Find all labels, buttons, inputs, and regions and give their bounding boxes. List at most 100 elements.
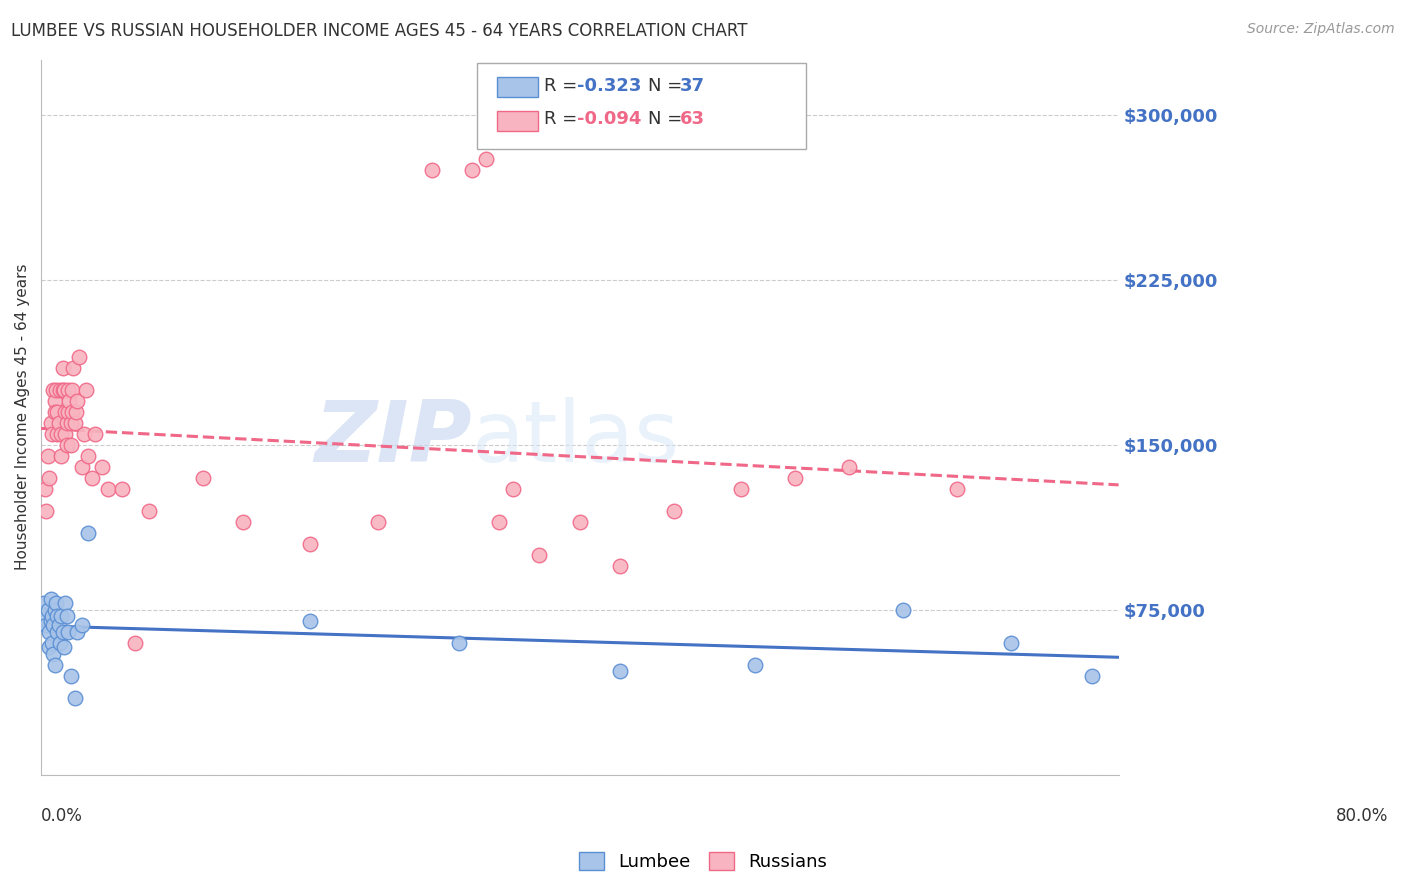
Point [32, 596, 55, 610]
Point [42, 383, 65, 397]
Point [63, 416, 86, 430]
Point [461, 162, 484, 177]
Text: ZIP: ZIP [315, 397, 472, 480]
Text: 80.0%: 80.0% [1336, 806, 1388, 825]
Point [75, 383, 97, 397]
Text: N =: N = [648, 110, 688, 128]
Text: R =: R = [544, 77, 583, 95]
Point [529, 548, 551, 562]
Point [1000, 635, 1022, 649]
Point [58, 393, 80, 408]
Point [49, 635, 72, 649]
Point [420, 162, 443, 177]
Point [946, 482, 969, 496]
Point [51, 449, 73, 463]
Point [474, 152, 496, 166]
Point [891, 602, 914, 616]
Point [488, 515, 510, 529]
Point [45, 596, 67, 610]
Legend: Lumbee, Russians: Lumbee, Russians [571, 845, 835, 879]
Point [63, 690, 86, 705]
Point [48, 416, 70, 430]
Point [84, 426, 107, 441]
Point [299, 614, 322, 628]
Point [1080, 668, 1102, 682]
Point [124, 635, 146, 649]
Text: -0.094: -0.094 [576, 110, 641, 128]
Point [60, 404, 83, 418]
Point [785, 470, 807, 484]
Point [41, 609, 63, 624]
Point [44, 404, 66, 418]
Point [90, 459, 112, 474]
Point [44, 393, 66, 408]
Point [38, 640, 60, 654]
Point [367, 515, 389, 529]
Point [55, 416, 77, 430]
Point [53, 383, 76, 397]
Point [73, 426, 96, 441]
Point [53, 640, 76, 654]
Text: LUMBEE VS RUSSIAN HOUSEHOLDER INCOME AGES 45 - 64 YEARS CORRELATION CHART: LUMBEE VS RUSSIAN HOUSEHOLDER INCOME AGE… [11, 22, 748, 40]
Point [42, 647, 65, 661]
Point [62, 360, 84, 375]
Text: N =: N = [648, 77, 688, 95]
Point [744, 657, 766, 672]
Point [82, 470, 104, 484]
Point [41, 426, 63, 441]
Point [56, 624, 79, 639]
Point [53, 404, 76, 418]
Point [59, 437, 82, 451]
Point [35, 503, 58, 517]
Point [66, 624, 89, 639]
Text: 0.0%: 0.0% [41, 806, 83, 825]
Point [59, 668, 82, 682]
Point [232, 515, 254, 529]
Point [34, 482, 56, 496]
Point [56, 383, 79, 397]
Point [59, 416, 82, 430]
Point [46, 426, 69, 441]
Point [111, 482, 134, 496]
Point [53, 596, 76, 610]
Point [52, 624, 75, 639]
Point [49, 383, 72, 397]
Point [67, 350, 90, 364]
Point [138, 503, 160, 517]
Point [838, 459, 860, 474]
Point [53, 426, 76, 441]
Point [42, 618, 65, 632]
FancyBboxPatch shape [496, 78, 538, 97]
Point [51, 609, 73, 624]
Point [46, 609, 69, 624]
Point [55, 609, 77, 624]
Point [568, 515, 591, 529]
Point [46, 404, 69, 418]
Text: 63: 63 [681, 110, 704, 128]
Point [299, 536, 322, 550]
Point [39, 614, 62, 628]
Point [60, 383, 83, 397]
Point [52, 383, 75, 397]
Point [70, 459, 93, 474]
Text: Source: ZipAtlas.com: Source: ZipAtlas.com [1247, 22, 1395, 37]
Point [609, 664, 631, 678]
Point [39, 591, 62, 606]
Point [65, 404, 87, 418]
Point [56, 404, 79, 418]
Point [44, 602, 66, 616]
Point [55, 437, 77, 451]
Text: -0.323: -0.323 [576, 77, 641, 95]
Point [730, 482, 752, 496]
Point [52, 360, 75, 375]
Point [609, 558, 631, 573]
Point [46, 624, 69, 639]
Point [44, 657, 66, 672]
Point [662, 503, 685, 517]
Point [66, 393, 89, 408]
Point [447, 635, 470, 649]
FancyBboxPatch shape [496, 112, 538, 131]
Point [48, 618, 70, 632]
Point [77, 449, 100, 463]
Point [77, 525, 100, 540]
